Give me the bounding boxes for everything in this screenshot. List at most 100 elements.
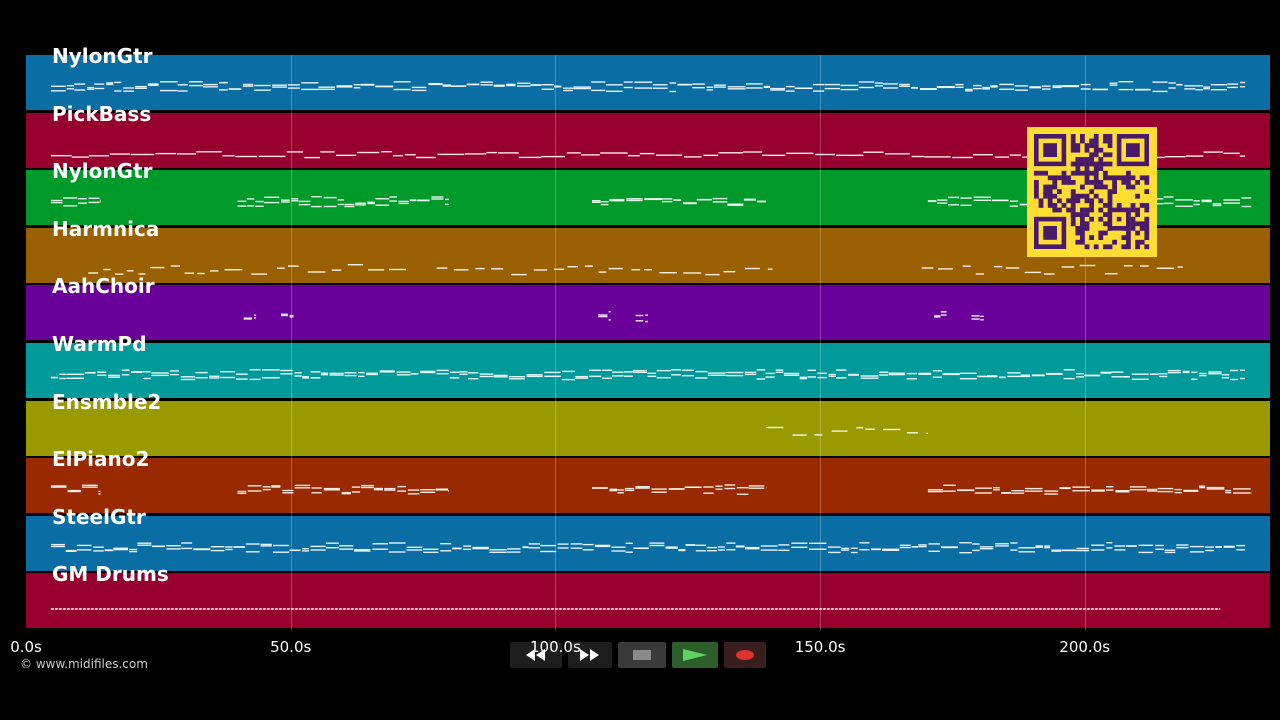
note-mark: [928, 550, 940, 552]
note-mark: [602, 369, 613, 371]
note-mark: [645, 320, 648, 323]
note-mark: [320, 372, 329, 374]
note-mark: [1195, 85, 1203, 87]
note-mark: [1024, 271, 1042, 274]
note-mark: [1215, 546, 1222, 548]
note-mark: [396, 371, 411, 373]
note-mark: [910, 87, 918, 89]
note-mark: [291, 198, 299, 200]
note-mark: [355, 202, 366, 204]
fast-forward-button[interactable]: [568, 642, 612, 668]
rewind-button[interactable]: [510, 642, 562, 668]
stop-button[interactable]: [618, 642, 666, 668]
note-mark: [575, 377, 588, 379]
note-mark: [134, 85, 147, 88]
note-mark: [50, 543, 65, 546]
note-mark: [320, 151, 335, 153]
note-mark: [486, 151, 498, 154]
note-mark: [344, 205, 355, 208]
play-button[interactable]: [672, 642, 718, 668]
note-mark: [129, 550, 138, 553]
note-mark: [381, 151, 392, 153]
note-mark: [88, 197, 100, 199]
note-mark: [671, 374, 682, 376]
note-mark: [193, 548, 211, 551]
note-mark: [1212, 203, 1222, 205]
note-mark: [1044, 546, 1051, 549]
note-mark: [582, 543, 594, 546]
note-mark: [311, 487, 322, 489]
note-mark: [941, 546, 958, 548]
note-mark: [760, 549, 778, 551]
note-mark: [1109, 84, 1118, 86]
note-mark: [307, 271, 326, 273]
note-mark: [1091, 544, 1105, 546]
note-mark: [66, 373, 85, 375]
note-mark: [766, 426, 784, 429]
note-mark: [943, 490, 956, 492]
note-mark: [1018, 551, 1036, 553]
note-mark: [656, 369, 671, 372]
note-mark: [609, 488, 618, 490]
note-mark: [451, 85, 467, 87]
note-mark: [1193, 203, 1200, 206]
note-mark: [544, 371, 561, 374]
note-mark: [971, 318, 980, 320]
note-mark: [397, 490, 407, 492]
note-mark: [990, 86, 998, 88]
note-mark: [911, 546, 918, 548]
note-mark: [899, 544, 911, 546]
note-mark: [379, 370, 395, 372]
note-mark: [879, 371, 889, 373]
note-mark: [1223, 202, 1240, 204]
note-mark: [1201, 200, 1212, 203]
note-mark: [828, 373, 836, 376]
note-mark: [155, 152, 177, 155]
note-mark: [681, 375, 694, 377]
note-mark: [294, 484, 311, 487]
note-mark: [431, 198, 444, 200]
note-mark: [94, 83, 105, 85]
note-mark: [717, 549, 725, 551]
note-mark: [557, 547, 569, 549]
note-mark: [242, 83, 254, 86]
note-mark: [511, 273, 527, 276]
note-mark: [926, 432, 928, 434]
note-mark: [850, 547, 858, 549]
note-mark: [282, 492, 294, 494]
note-mark: [1020, 375, 1031, 378]
stop-icon: [633, 650, 651, 660]
note-mark: [411, 86, 427, 89]
note-mark: [1152, 90, 1168, 93]
note-mark: [235, 373, 248, 375]
note-mark: [760, 545, 778, 547]
note-mark: [651, 488, 667, 490]
note-mark: [420, 491, 436, 493]
note-mark: [1043, 273, 1055, 275]
note-mark: [59, 377, 66, 380]
note-mark: [310, 377, 321, 379]
note-mark: [1091, 490, 1105, 492]
note-mark: [99, 201, 101, 203]
note-mark: [1174, 491, 1182, 494]
note-mark: [684, 486, 702, 488]
note-mark: [177, 84, 188, 86]
note-mark: [727, 203, 744, 205]
note-mark: [121, 369, 130, 371]
note-mark: [271, 485, 281, 487]
record-button[interactable]: [724, 642, 766, 668]
note-mark: [114, 81, 122, 84]
note-mark: [389, 268, 406, 271]
note-mark: [786, 152, 814, 154]
note-mark: [1114, 545, 1126, 547]
note-mark: [142, 371, 151, 373]
note-mark: [975, 273, 984, 275]
note-mark: [235, 155, 258, 158]
note-mark: [1123, 265, 1133, 267]
note-mark: [598, 314, 608, 316]
note-mark: [871, 548, 882, 550]
note-mark: [692, 87, 705, 89]
note-mark: [1176, 544, 1189, 546]
note-mark: [86, 86, 95, 89]
note-mark: [50, 486, 67, 488]
